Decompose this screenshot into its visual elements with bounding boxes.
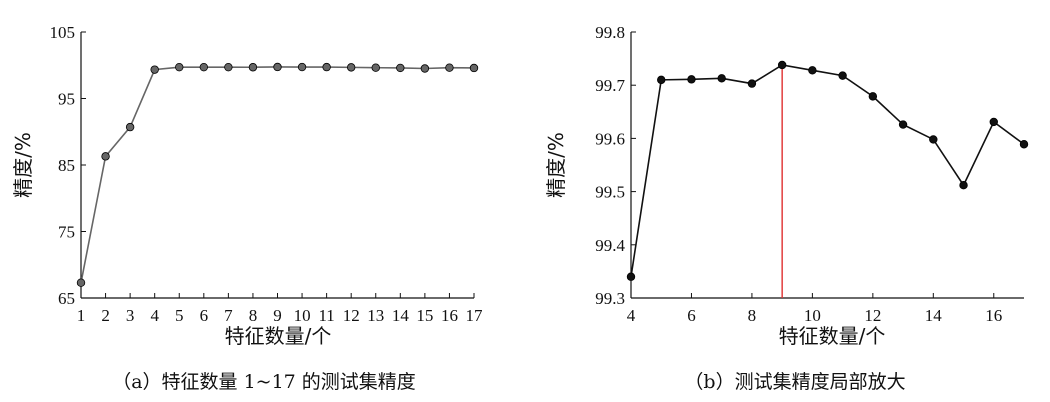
chart-a-y-tick-label: 95 xyxy=(58,90,75,109)
chart-a-x-tick-label: 11 xyxy=(318,306,334,325)
chart-b-data-point xyxy=(687,75,696,84)
chart-a-data-point xyxy=(346,63,356,72)
chart-b-data-point xyxy=(777,60,787,70)
chart-a-x-tick-label: 7 xyxy=(224,306,233,325)
chart-a-data-point xyxy=(101,152,110,161)
chart-b-data-point xyxy=(626,272,636,281)
chart-b-y-tick-label: 99.8 xyxy=(595,23,625,42)
chart-b-data-point xyxy=(747,79,757,88)
chart-a-data-point xyxy=(297,62,307,72)
chart-a-data-point xyxy=(273,62,282,72)
chart-b-y-tick-label: 99.5 xyxy=(595,183,625,202)
chart-b-caption: （b）测试集精度局部放大 xyxy=(684,371,905,393)
chart-a-data-point xyxy=(322,62,331,72)
chart-a-x-tick-label: 8 xyxy=(249,306,258,325)
chart-b-y-tick-label: 99.3 xyxy=(595,289,625,308)
chart-a-x-tick-label: 2 xyxy=(101,306,110,325)
chart-a-y-tick-label: 75 xyxy=(58,223,75,242)
chart-a-x-tick-label: 14 xyxy=(392,306,410,325)
chart-b-data-point xyxy=(717,74,726,83)
chart-a-xlabel: 特征数量/个 xyxy=(225,324,332,348)
chart-b-data-point xyxy=(898,120,908,129)
chart-a-data-point xyxy=(76,278,86,287)
chart-b: 99.3 99.4 99.5 99.6 99.7 99.8 4 6 8 10 12 14 16 特征数量… xyxy=(544,23,1029,393)
chart-a-data-point xyxy=(199,62,209,72)
chart-a-y-tick-label: 85 xyxy=(58,156,75,175)
chart-a-data-point xyxy=(420,64,430,73)
chart-b-y-tick-label: 99.6 xyxy=(595,129,625,148)
chart-a-x-tick-label: 17 xyxy=(466,306,484,325)
chart-a-data-point xyxy=(469,63,479,73)
chart-b-x-tick-label: 6 xyxy=(687,306,696,325)
chart-a-x-tick-label: 15 xyxy=(416,306,433,325)
chart-a-y-tick-label: 65 xyxy=(58,289,75,308)
chart-a-x-tick-label: 6 xyxy=(200,306,209,325)
chart-b-x-tick-label: 14 xyxy=(925,306,943,325)
chart-a-caption: （a）特征数量 1~17 的测试集精度 xyxy=(112,371,416,393)
chart-b-data-point xyxy=(838,71,847,80)
chart-a-data-point xyxy=(224,62,233,72)
chart-a-x-tick-label: 13 xyxy=(367,306,384,325)
chart-a-data-point xyxy=(175,62,184,72)
chart-b-data-point xyxy=(989,117,998,127)
chart-b-data-point xyxy=(868,92,878,101)
chart-b-data-point xyxy=(657,75,666,85)
chart-a-data-point xyxy=(150,65,159,74)
chart-a-ylabel: 精度/% xyxy=(11,132,35,198)
chart-b-x-tick-label: 12 xyxy=(864,306,881,325)
chart-b-series xyxy=(626,60,1029,298)
chart-a-data-point xyxy=(248,63,258,72)
chart-b-data-point xyxy=(808,66,817,75)
chart-b-xlabel: 特征数量/个 xyxy=(779,324,886,348)
chart-b-y-tick-label: 99.7 xyxy=(595,76,625,95)
chart-b-ylabel: 精度/% xyxy=(544,132,568,198)
chart-b-data-point xyxy=(929,135,938,144)
chart-b-axes: 99.3 99.4 99.5 99.6 99.7 99.8 4 6 8 10 12 14 16 xyxy=(595,23,1024,325)
chart-a-data-point xyxy=(445,63,454,72)
chart-a-x-tick-label: 16 xyxy=(441,306,458,325)
chart-a-y-tick-label: 105 xyxy=(50,23,76,42)
chart-a-series-line xyxy=(80,66,475,283)
chart-b-data-point xyxy=(959,181,968,190)
chart-b-y-tick-label: 99.4 xyxy=(595,236,625,255)
chart-b-series-line xyxy=(630,64,1025,277)
chart-b-x-tick-label: 16 xyxy=(985,306,1002,325)
chart-b-data-point xyxy=(1019,140,1029,149)
chart-a-x-tick-label: 10 xyxy=(294,306,311,325)
chart-b-x-tick-label: 8 xyxy=(748,306,757,325)
chart-a-x-tick-label: 1 xyxy=(77,306,86,325)
chart-a-data-point xyxy=(125,122,135,132)
chart-b-x-tick-label: 4 xyxy=(627,306,636,325)
chart-a-x-tick-label: 4 xyxy=(150,306,159,325)
chart-a-x-tick-label: 5 xyxy=(175,306,184,325)
chart-a-data-point xyxy=(371,63,380,72)
chart-a-x-tick-label: 3 xyxy=(126,306,135,325)
chart-a-x-tick-label: 9 xyxy=(273,306,282,325)
chart-a-data-point xyxy=(396,63,405,73)
chart-a-x-tick-label: 12 xyxy=(343,306,360,325)
chart-b-x-tick-label: 10 xyxy=(804,306,821,325)
chart-a-series xyxy=(76,62,479,287)
